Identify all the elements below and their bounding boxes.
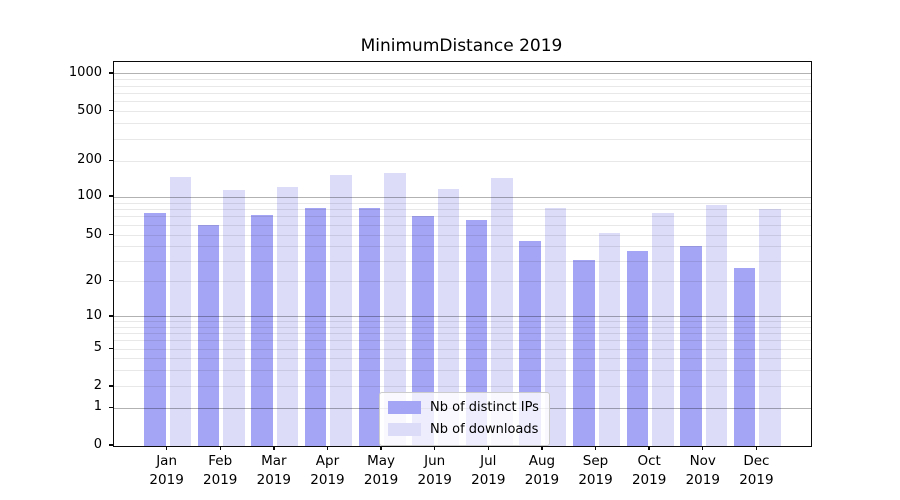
x-tick-mark (380, 446, 382, 450)
bar-ips-oct (626, 250, 649, 446)
bar-downloads-oct (652, 213, 674, 446)
y-tick-mark (109, 72, 114, 74)
y-tick-label: 200 (77, 152, 102, 168)
x-tick-mark (433, 446, 436, 450)
y-tick-label: 10 (85, 307, 102, 323)
x-tick-mark (165, 446, 168, 450)
bar-downloads-jan (169, 176, 192, 446)
bar-downloads-may (384, 172, 406, 446)
y-tick-mark (109, 279, 114, 282)
x-tick-label: Apr 2019 (310, 453, 345, 488)
y-tick-mark (109, 195, 114, 197)
bar-downloads-nov (705, 204, 728, 446)
x-tick-mark (326, 446, 329, 450)
y-tick-label: 1 (93, 399, 102, 415)
x-tick-label: Sep 2019 (578, 453, 613, 488)
x-tick-label: May 2019 (363, 453, 399, 488)
bar-ips-dec (733, 268, 756, 446)
bar-ips-mar (251, 214, 273, 446)
legend-label-downloads: Nb of downloads (430, 422, 539, 437)
y-tick-label: 1000 (68, 64, 102, 80)
y-tick-mark (109, 347, 114, 349)
y-tick-mark (109, 233, 114, 236)
legend: Nb of distinct IPs Nb of downloads (379, 392, 550, 446)
x-tick-label: Feb 2019 (203, 453, 238, 488)
legend-entry-distinct-ips: Nb of distinct IPs (388, 398, 539, 417)
bar-downloads-jun (437, 189, 460, 446)
bar-ips-jun (412, 216, 434, 446)
y-tick-mark (109, 406, 114, 409)
x-tick-mark (648, 446, 650, 450)
y-axis: 0 1 2 5 10 20 50 100 200 500 1000 (0, 61, 114, 452)
y-tick-label: 20 (85, 272, 102, 288)
y-tick-mark (109, 444, 114, 446)
x-tick-label: Jul 2019 (471, 453, 506, 488)
x-tick-mark (594, 446, 597, 450)
y-tick-mark (109, 315, 114, 317)
y-tick-label: 5 (93, 340, 102, 356)
bar-ips-jan (144, 213, 166, 446)
plot-area: Nb of distinct IPs Nb of downloads (113, 61, 812, 447)
bar-ips-nov (680, 245, 702, 446)
y-tick-label: 50 (85, 226, 102, 242)
legend-entry-downloads: Nb of downloads (388, 420, 539, 439)
y-tick-mark (109, 385, 114, 387)
x-tick-mark (273, 446, 275, 450)
bar-ips-sep (573, 259, 595, 446)
y-tick-mark (109, 109, 114, 112)
x-tick-label: Jun 2019 (417, 453, 452, 488)
bar-downloads-apr (330, 175, 352, 446)
bar-downloads-feb (223, 189, 245, 446)
x-tick-mark (219, 446, 221, 450)
bar-ips-feb (197, 225, 220, 446)
bar-ips-apr (304, 208, 327, 446)
y-tick-label: 2 (93, 377, 102, 393)
bar-downloads-aug (544, 207, 567, 446)
x-tick-mark (487, 446, 489, 450)
bar-downloads-sep (598, 233, 621, 446)
legend-swatch-downloads (388, 423, 421, 436)
legend-label-distinct-ips: Nb of distinct IPs (430, 400, 539, 415)
y-tick-label: 0 (93, 437, 102, 452)
x-tick-label: Jan 2019 (149, 453, 184, 488)
x-tick-label: Mar 2019 (256, 453, 292, 488)
x-tick-label: Oct 2019 (631, 453, 667, 488)
x-tick-mark (541, 446, 543, 450)
x-axis: Jan 2019 Feb 2019 Mar 2019 Apr 2019 May 2019 Jun 20… (113, 446, 810, 498)
y-tick-mark (109, 159, 114, 162)
x-tick-label: Aug 2019 (524, 453, 560, 488)
legend-swatch-distinct-ips (388, 401, 421, 414)
bar-ips-jul (465, 220, 488, 446)
x-tick-label: Dec 2019 (739, 453, 774, 488)
x-tick-mark (702, 446, 704, 450)
x-tick-label: Nov 2019 (685, 453, 720, 488)
bars-layer (114, 62, 811, 446)
x-tick-mark (755, 446, 758, 450)
bar-ips-may (358, 207, 381, 446)
chart-title: MinimumDistance 2019 (360, 36, 563, 56)
bar-downloads-dec (759, 208, 781, 446)
y-tick-label: 100 (77, 188, 102, 204)
y-tick-label: 500 (77, 102, 102, 118)
bar-downloads-mar (276, 186, 299, 446)
bar-downloads-jul (491, 178, 513, 446)
